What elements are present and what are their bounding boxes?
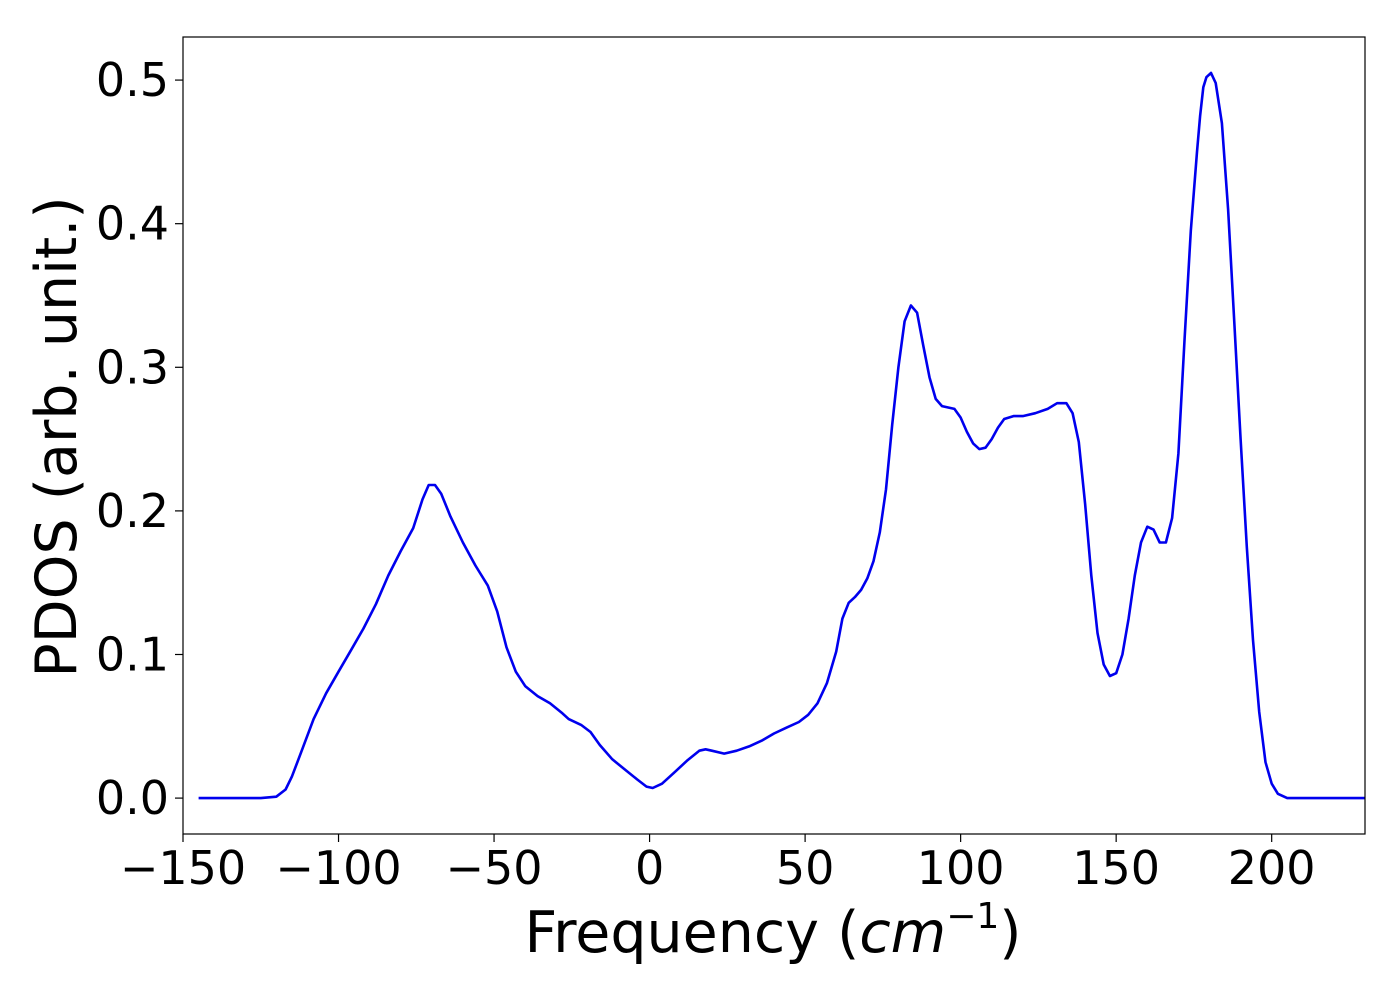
- x-axis-label-math: cm: [859, 900, 946, 966]
- y-tick-label: 0.5: [96, 53, 169, 107]
- x-tick-label: −50: [446, 841, 543, 895]
- y-tick-label: 0.3: [96, 340, 169, 394]
- x-tick-label: 200: [1228, 841, 1316, 895]
- y-tick-label: 0.1: [96, 627, 169, 681]
- y-tick-label: 0.0: [96, 771, 169, 825]
- x-tick-label: −150: [120, 841, 246, 895]
- plot-area-background: [183, 37, 1365, 834]
- x-tick-label: −100: [275, 841, 401, 895]
- y-tick-label: 0.2: [96, 484, 169, 538]
- x-axis-label-suffix: ): [999, 900, 1021, 966]
- x-tick-label: 0: [635, 841, 664, 895]
- y-axis-label: PDOS (arb. unit.): [24, 196, 90, 677]
- series-layer: [198, 71, 1365, 800]
- y-axis: 0.0 0.1 0.2 0.3 0.4 0.5: [96, 53, 183, 825]
- x-tick-label: 50: [776, 841, 835, 895]
- x-axis-label-exponent: −1: [946, 896, 999, 937]
- y-tick-label: 0.4: [96, 197, 169, 251]
- series-line-0: [198, 71, 1365, 800]
- x-tick-label: 150: [1072, 841, 1160, 895]
- x-tick-label: 100: [917, 841, 1005, 895]
- x-axis: −150 −100 −50 0 50 100 150 200: [120, 834, 1316, 895]
- x-axis-label: Frequency (cm−1): [524, 896, 1021, 966]
- x-axis-label-prefix: Frequency (: [524, 900, 859, 966]
- plot-frame: [182, 36, 1366, 835]
